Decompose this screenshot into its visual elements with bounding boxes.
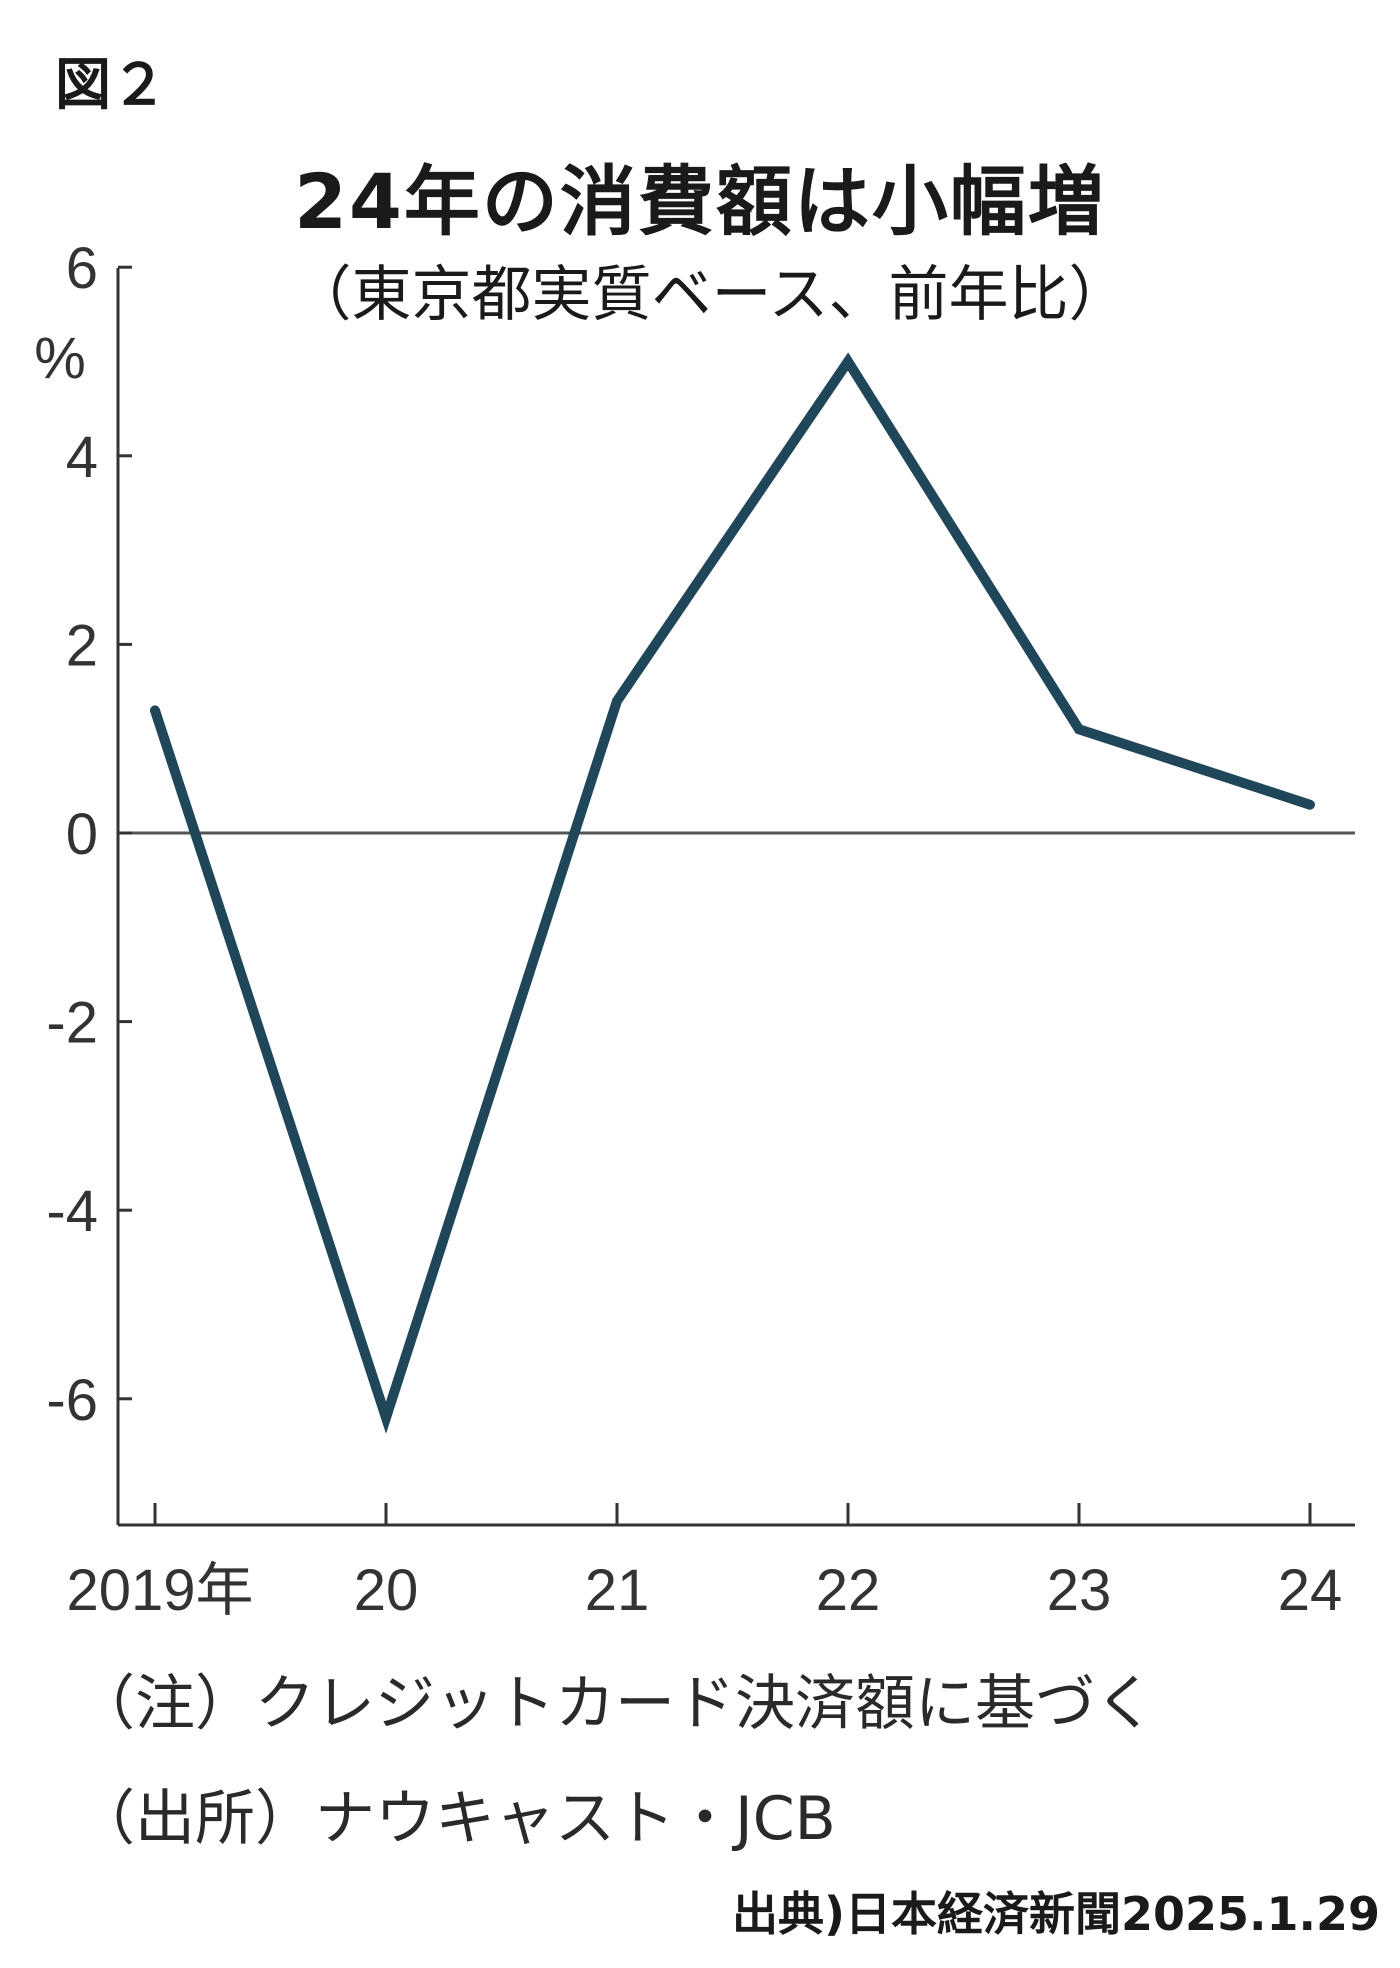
x-tick-label: 20 <box>354 1558 419 1623</box>
data-point <box>846 359 850 364</box>
series-line <box>150 352 1315 1434</box>
y-tick-label: -4 <box>46 1179 98 1244</box>
x-axis-ticks: 2019年 20 21 22 23 24 <box>66 1503 1342 1623</box>
x-tick-label: 23 <box>1047 1558 1112 1623</box>
y-tick-label: 0 <box>66 802 98 867</box>
y-tick-label: -2 <box>46 991 98 1056</box>
series-layer <box>150 352 1315 1434</box>
y-unit-label: % <box>34 326 86 391</box>
data-point <box>153 708 157 713</box>
figure-label: 図２ <box>55 53 167 118</box>
x-tick-label: 21 <box>585 1558 650 1623</box>
y-tick-label: 6 <box>66 236 98 301</box>
data-point <box>384 1415 388 1420</box>
chart-subtitle: （東京都実質ベース、前年比） <box>291 260 1129 330</box>
data-point <box>615 698 619 703</box>
chart-source: （出所）ナウキャスト・JCB <box>75 1784 836 1854</box>
chart-note: （注）クレジットカード決済額に基づく <box>75 1669 1155 1739</box>
x-tick-label: 22 <box>816 1558 881 1623</box>
y-axis-ticks: 6 4 2 0 -2 -4 -6 <box>46 236 132 1433</box>
x-tick-label: 24 <box>1278 1558 1343 1623</box>
x-tick-label: 2019年 <box>66 1558 253 1623</box>
y-tick-label: -6 <box>46 1368 98 1433</box>
y-tick-label: 2 <box>66 613 98 678</box>
data-point <box>1308 802 1312 807</box>
data-point <box>1077 727 1081 732</box>
y-tick-label: 4 <box>66 425 98 490</box>
chart-title: 24年の消費額は小幅増 <box>294 157 1106 246</box>
publication-credit: 出典)日本経済新聞2025.1.29 <box>731 1887 1380 1941</box>
